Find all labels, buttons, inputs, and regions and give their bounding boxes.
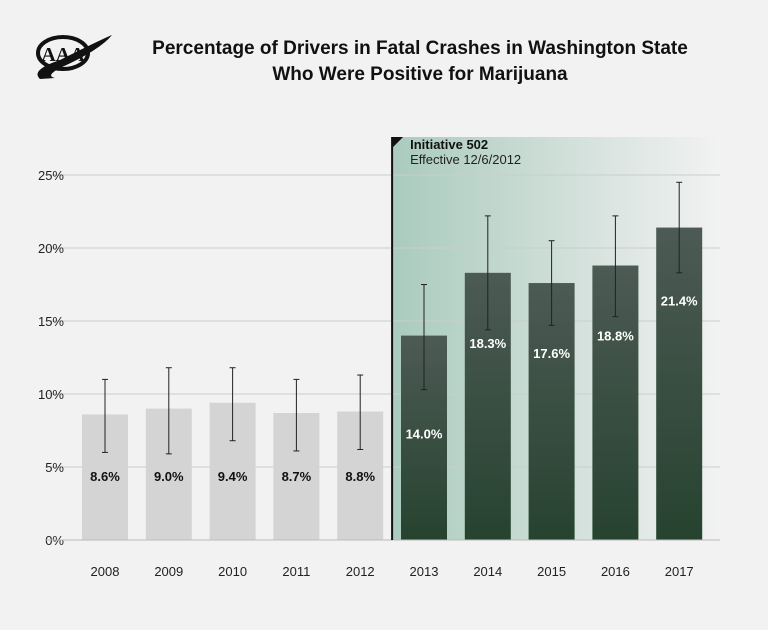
x-tick-label: 2010 bbox=[218, 564, 247, 579]
x-tick-label: 2009 bbox=[154, 564, 183, 579]
data-label: 9.0% bbox=[154, 469, 184, 484]
x-tick-label: 2017 bbox=[665, 564, 694, 579]
x-tick-label: 2011 bbox=[282, 564, 310, 579]
data-label: 21.4% bbox=[661, 294, 698, 309]
annotation-subtitle: Effective 12/6/2012 bbox=[410, 152, 521, 167]
y-tick-label: 20% bbox=[38, 241, 64, 256]
data-label: 8.6% bbox=[90, 469, 120, 484]
logo-text: AAA bbox=[41, 44, 85, 66]
chart-title: Percentage of Drivers in Fatal Crashes i… bbox=[120, 36, 720, 88]
data-label: 18.3% bbox=[469, 336, 506, 351]
title-line-1: Percentage of Drivers in Fatal Crashes i… bbox=[152, 38, 688, 59]
data-label: 14.0% bbox=[406, 427, 443, 442]
data-label: 9.4% bbox=[218, 469, 248, 484]
x-tick-label: 2016 bbox=[601, 564, 630, 579]
x-tick-label: 2013 bbox=[410, 564, 439, 579]
policy-flag-icon bbox=[392, 137, 404, 148]
bar-2017 bbox=[656, 227, 703, 540]
title-line-2: Who Were Positive for Marijuana bbox=[272, 64, 568, 85]
aaa-logo: AAA bbox=[36, 35, 112, 79]
y-tick-label: 5% bbox=[45, 460, 64, 475]
logo-swoosh bbox=[37, 35, 112, 79]
y-tick-label: 15% bbox=[38, 314, 64, 329]
x-tick-label: 2012 bbox=[346, 564, 375, 579]
data-label: 8.7% bbox=[282, 469, 312, 484]
x-tick-label: 2008 bbox=[91, 564, 120, 579]
x-tick-label: 2014 bbox=[473, 564, 502, 579]
data-label: 18.8% bbox=[597, 329, 634, 344]
y-tick-label: 25% bbox=[38, 168, 64, 183]
data-label: 8.8% bbox=[345, 469, 375, 484]
y-tick-label: 10% bbox=[38, 387, 64, 402]
data-label: 17.6% bbox=[533, 346, 570, 361]
annotation-title: Initiative 502 bbox=[410, 137, 488, 152]
x-tick-label: 2015 bbox=[537, 564, 566, 579]
